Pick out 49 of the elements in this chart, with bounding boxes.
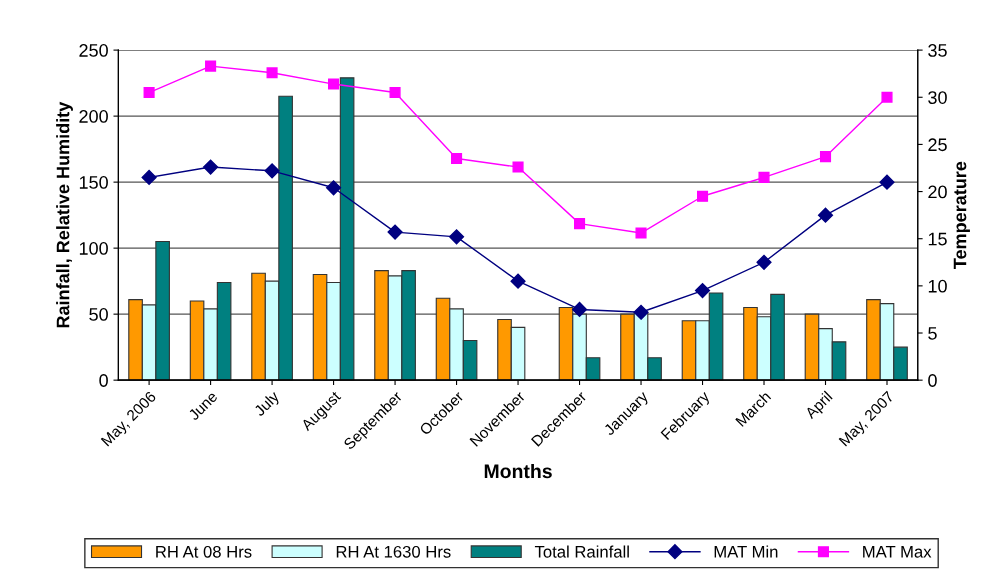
- point: [203, 159, 219, 175]
- legend-label: RH At 08 Hrs: [156, 545, 252, 558]
- point: [694, 283, 711, 299]
- legend-label: MAT Max: [863, 546, 932, 558]
- point: [571, 301, 588, 318]
- point: [328, 78, 340, 90]
- point: [756, 254, 772, 270]
- point: [205, 60, 217, 72]
- y-tick-label: 200: [79, 110, 108, 123]
- y2-tick-label: 25: [928, 138, 947, 152]
- point: [696, 190, 709, 202]
- y2-tick-label: 35: [928, 44, 947, 57]
- y2-tick-label: 10: [928, 279, 947, 293]
- point: [264, 163, 280, 179]
- point: [881, 91, 893, 103]
- legend-label: Total Rainfall: [534, 545, 629, 558]
- y-tick-label: 150: [79, 176, 108, 189]
- x-axis-title: Months: [484, 463, 552, 479]
- y2-tick-label: 30: [928, 91, 947, 104]
- point: [448, 229, 465, 245]
- point: [266, 67, 278, 79]
- y2-tick-label: 20: [928, 185, 947, 199]
- y2-tick-label: 15: [928, 232, 947, 246]
- point: [633, 304, 649, 320]
- point: [451, 153, 463, 165]
- legend-label: RH At 1630 Hrs: [336, 545, 451, 558]
- point: [758, 171, 770, 183]
- point: [143, 86, 155, 99]
- point: [817, 207, 834, 223]
- point: [573, 218, 586, 230]
- y2-tick-label: 5: [928, 327, 937, 340]
- point: [819, 151, 832, 163]
- x-tick-label: July: [253, 389, 283, 419]
- y-tick-label: 50: [89, 308, 108, 321]
- point: [141, 169, 157, 185]
- point: [510, 273, 526, 289]
- legend-label: MAT Min: [714, 545, 778, 558]
- y-tick-label: 250: [79, 44, 108, 57]
- y-tick-label: 100: [79, 242, 108, 255]
- point: [879, 174, 895, 190]
- y2-tick-label: 0: [928, 374, 937, 387]
- point: [387, 224, 403, 240]
- point: [512, 161, 524, 173]
- point: [326, 180, 342, 196]
- point: [389, 86, 401, 99]
- y-axis-title: Rainfall, Relative Humidity: [56, 101, 73, 328]
- y2-axis-title: Temperature: [953, 161, 970, 269]
- y-tick-label: 0: [99, 374, 108, 387]
- point: [635, 227, 647, 239]
